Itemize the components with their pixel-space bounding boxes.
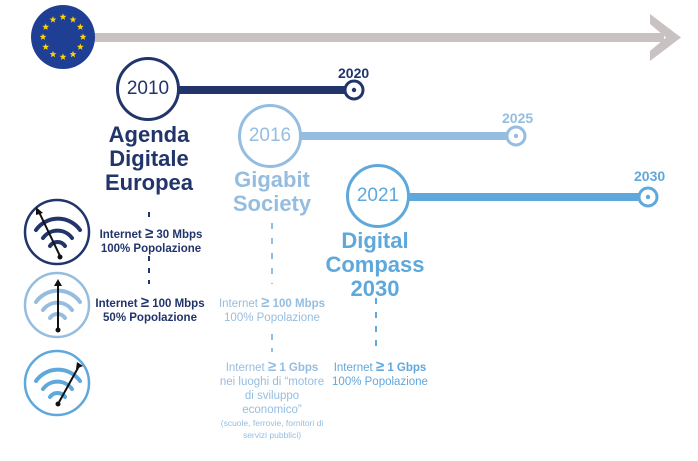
title-line: Digital bbox=[341, 228, 409, 253]
target-30mbps: Internet ≥ 30 Mbps 100% Popolazione bbox=[96, 225, 206, 256]
target-speed: Internet ≥ 30 Mbps bbox=[99, 225, 203, 242]
target-speed: Internet ≥ 100 Mbps bbox=[95, 294, 205, 311]
timeline-bar-2016-2025 bbox=[300, 132, 514, 140]
target-note-line: servizi pubblici) bbox=[242, 430, 302, 440]
eu-star bbox=[76, 23, 84, 30]
title-agenda-digitale-europea: Agenda Digitale Europea bbox=[99, 123, 199, 195]
target-speed: Internet ≥ 1 Gbps bbox=[333, 358, 427, 375]
eu-star bbox=[69, 50, 77, 58]
target-1gbps-100: Internet ≥ 1 Gbps 100% Popolazione bbox=[322, 358, 438, 389]
title-line: Gigabit bbox=[234, 167, 310, 192]
title-line: Digitale bbox=[109, 146, 189, 171]
target-100mbps-100: Internet ≥ 100 Mbps 100% Popolazione bbox=[213, 294, 331, 325]
wifi-gauge-low-icon bbox=[23, 198, 91, 266]
timeline-bar-2021-2030 bbox=[406, 193, 646, 201]
target-scope-line: di sviluppo bbox=[244, 390, 300, 402]
title-line: Compass bbox=[325, 252, 425, 277]
wifi-gauge-high-icon bbox=[23, 349, 91, 417]
start-year-2010: 2010 bbox=[116, 57, 180, 121]
end-marker-dot-2020 bbox=[351, 87, 357, 93]
title-line: Agenda bbox=[108, 122, 190, 147]
eu-star bbox=[69, 16, 77, 23]
eu-star bbox=[59, 13, 67, 20]
target-1gbps-hubs: Internet ≥ 1 Gbps nei luoghi di “motore … bbox=[213, 358, 331, 441]
eu-star bbox=[39, 33, 47, 40]
eu-star bbox=[42, 23, 50, 30]
start-year-2016: 2016 bbox=[238, 104, 302, 168]
end-year-2020: 2020 bbox=[338, 65, 370, 81]
end-marker-dot-2030 bbox=[645, 194, 651, 200]
eu-star bbox=[76, 43, 84, 50]
eu-star bbox=[49, 16, 57, 23]
title-line: Society bbox=[232, 191, 312, 216]
start-year-2021: 2021 bbox=[346, 164, 410, 228]
target-note-line: (scuole, ferrovie, fornitori di bbox=[220, 418, 324, 428]
target-scope-line: nei luoghi di “motore bbox=[219, 376, 325, 388]
wifi-gauge-mid-icon bbox=[23, 271, 91, 339]
target-scope-line: economico” bbox=[242, 404, 302, 416]
timeline-bar-2010-2020 bbox=[178, 86, 356, 94]
target-population: 100% Popolazione bbox=[224, 312, 320, 324]
end-year-2025: 2025 bbox=[502, 110, 534, 126]
target-population: 50% Popolazione bbox=[103, 312, 197, 324]
target-speed: Internet ≥ 1 Gbps bbox=[225, 358, 319, 375]
title-digital-compass-2030: Digital Compass 2030 bbox=[320, 229, 430, 301]
title-line: 2030 bbox=[350, 276, 400, 301]
title-line: Europea bbox=[104, 170, 194, 195]
end-year-2030: 2030 bbox=[634, 168, 666, 184]
target-population: 100% Popolazione bbox=[332, 376, 428, 388]
eu-star bbox=[59, 53, 67, 60]
target-speed: Internet ≥ 100 Mbps bbox=[218, 294, 326, 311]
eu-star bbox=[42, 43, 50, 50]
title-gigabit-society: Gigabit Society bbox=[222, 168, 322, 216]
end-marker-dot-2025 bbox=[513, 133, 519, 139]
eu-flag-icon bbox=[31, 5, 95, 69]
main-timeline-arrow bbox=[88, 14, 681, 61]
eu-star bbox=[49, 50, 57, 58]
eu-star bbox=[79, 33, 87, 40]
target-100mbps-50: Internet ≥ 100 Mbps 50% Popolazione bbox=[91, 294, 209, 325]
target-population: 100% Popolazione bbox=[100, 243, 202, 255]
